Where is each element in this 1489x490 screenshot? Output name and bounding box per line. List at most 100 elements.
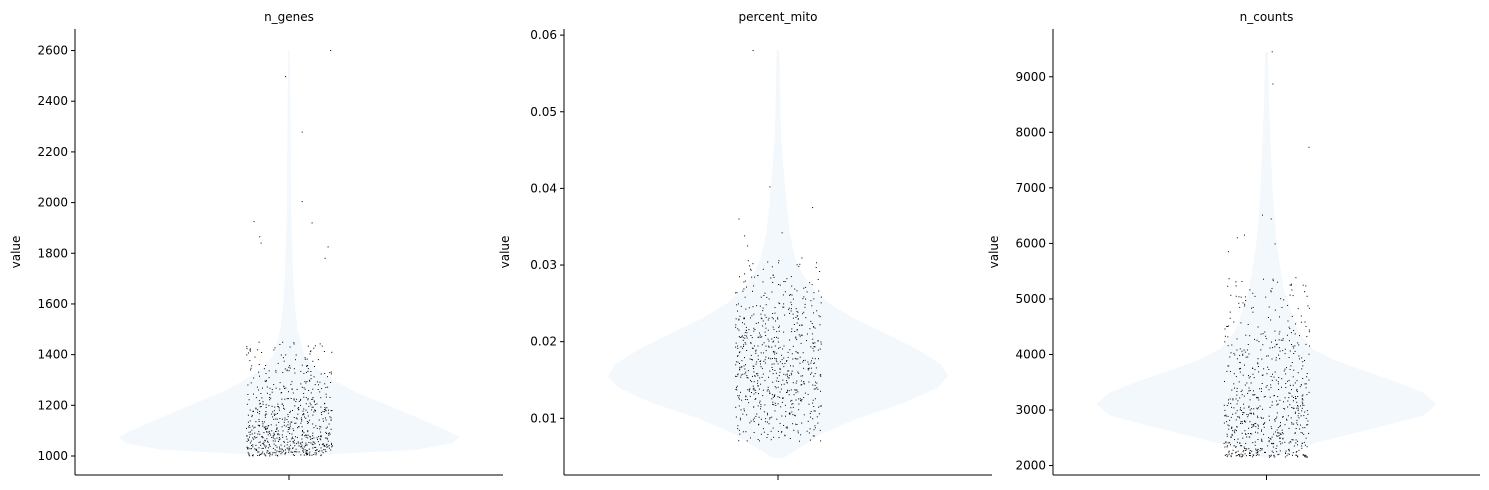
data-point (781, 431, 782, 433)
data-point (781, 431, 783, 433)
data-point (1281, 429, 1283, 431)
data-point (746, 335, 748, 337)
data-point (779, 397, 781, 398)
panel-title: n_counts (1240, 10, 1294, 24)
data-point (301, 386, 303, 388)
data-point (1231, 389, 1233, 391)
data-point (739, 363, 740, 364)
data-point (1250, 412, 1252, 414)
data-point (329, 416, 331, 418)
violin-shape (1096, 51, 1437, 458)
data-point (265, 373, 267, 374)
data-point (819, 316, 821, 318)
data-point (791, 374, 793, 376)
data-point (287, 398, 289, 400)
data-point (1235, 376, 1237, 378)
data-point (786, 373, 788, 375)
data-point (246, 435, 248, 437)
data-point (331, 442, 332, 444)
data-point (1270, 319, 1272, 321)
data-point (1227, 424, 1229, 426)
data-point (1279, 331, 1281, 333)
data-point (1280, 443, 1282, 445)
data-point (737, 347, 739, 349)
data-point (310, 378, 312, 380)
data-point (278, 439, 280, 441)
data-point (1308, 379, 1310, 381)
data-point (253, 410, 254, 412)
data-point (327, 433, 329, 435)
data-point (1285, 383, 1287, 384)
data-point (778, 375, 780, 377)
data-point (745, 431, 747, 433)
data-point (737, 355, 738, 357)
data-point (299, 443, 301, 445)
data-point (307, 365, 309, 366)
data-point (762, 307, 764, 309)
data-point (743, 317, 745, 319)
data-point (1245, 421, 1247, 423)
data-point (782, 397, 784, 399)
data-point (1265, 335, 1267, 337)
data-point (264, 380, 266, 382)
data-point (1226, 456, 1228, 458)
data-point (1231, 434, 1233, 436)
data-point (289, 412, 291, 413)
data-point (1274, 420, 1276, 422)
data-point (324, 409, 325, 411)
data-point (258, 431, 260, 433)
data-point (1282, 437, 1284, 439)
data-point (767, 389, 769, 390)
panel-n-genes: 100012001400160018002000220024002600n_ge… (9, 10, 503, 480)
data-point (781, 384, 783, 386)
data-point (331, 444, 332, 445)
data-point (768, 317, 770, 319)
data-point (293, 399, 295, 401)
data-point (797, 432, 799, 434)
data-point (751, 337, 753, 339)
data-point (259, 411, 261, 412)
data-point (270, 397, 272, 399)
data-point (1287, 406, 1289, 408)
data-point (742, 347, 744, 349)
data-point (1224, 446, 1226, 448)
data-point (761, 318, 763, 320)
data-point (779, 284, 781, 286)
data-point (283, 385, 285, 387)
data-point (1259, 450, 1261, 452)
data-point (790, 365, 791, 367)
data-point (785, 411, 787, 413)
data-point (813, 388, 815, 390)
data-point (820, 374, 822, 376)
data-point (1273, 376, 1275, 378)
data-point (791, 304, 793, 306)
data-point (261, 436, 263, 438)
data-point (1257, 397, 1259, 399)
data-point (1298, 344, 1300, 346)
data-point (292, 447, 294, 449)
data-point (776, 352, 778, 354)
data-point (1305, 285, 1307, 287)
data-point (279, 344, 281, 345)
data-point (760, 360, 762, 362)
data-point (746, 286, 747, 288)
data-point (1228, 325, 1230, 327)
data-point (295, 451, 297, 453)
data-point (1286, 334, 1288, 336)
data-point (328, 423, 330, 425)
data-point (1304, 427, 1306, 429)
data-point (254, 437, 256, 439)
data-point (753, 381, 755, 383)
data-points (735, 50, 822, 442)
data-point (314, 366, 315, 367)
data-point (763, 342, 765, 344)
data-point (1271, 51, 1273, 53)
data-point (767, 261, 769, 263)
data-point (285, 354, 287, 356)
data-point (1248, 405, 1250, 407)
data-point (322, 420, 324, 422)
data-point (272, 437, 274, 439)
data-point (1288, 379, 1290, 381)
data-point (248, 431, 250, 433)
data-point (263, 432, 265, 434)
